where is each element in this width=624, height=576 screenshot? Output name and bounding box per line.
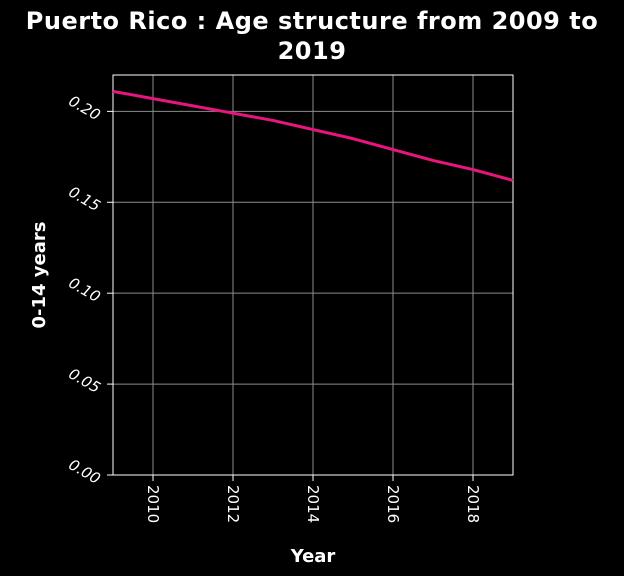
y-tick-label: 0.00: [66, 456, 104, 488]
x-axis-title: Year: [290, 546, 336, 567]
x-tick-label: 2016: [384, 485, 402, 523]
x-tick-label: 2010: [144, 485, 162, 523]
chart-title: Puerto Rico : Age structure from 2009 to…: [0, 6, 624, 66]
x-tick-label: 2014: [304, 485, 322, 523]
y-tick-label: 0.10: [66, 274, 104, 306]
grid-lines: [113, 75, 513, 476]
y-tick-label: 0.20: [66, 92, 104, 124]
series-line: [112, 89, 514, 182]
x-tick-label: 2018: [464, 485, 482, 523]
series-group: [112, 89, 514, 182]
chart-title-line1: Puerto Rico : Age structure from 2009 to: [25, 7, 599, 35]
y-axis-title: 0-14 years: [29, 222, 50, 329]
chart-title-line2: 2019: [277, 37, 347, 65]
y-tick-label: 0.05: [66, 365, 104, 397]
y-tick-label: 0.15: [66, 183, 104, 215]
x-tick-label: 2012: [224, 485, 242, 523]
